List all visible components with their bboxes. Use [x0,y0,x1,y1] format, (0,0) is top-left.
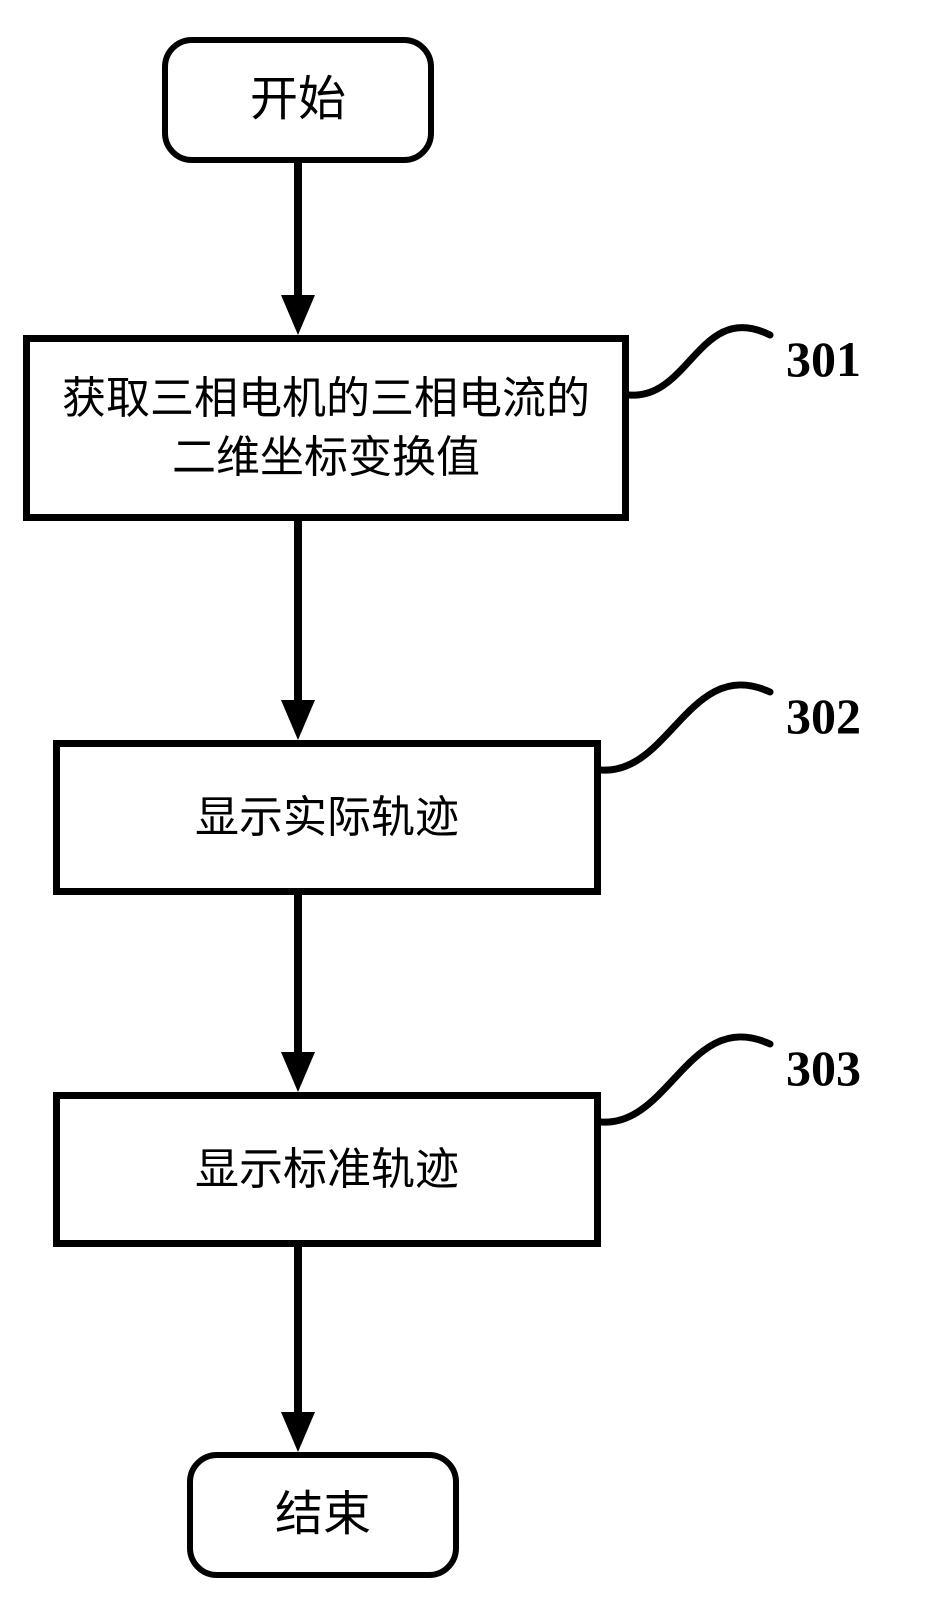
flowchart-node-step-302: 显示实际轨迹 [53,740,601,895]
callout-label-302: 302 [786,687,861,745]
node-label: 获取三相电机的三相电流的二维坐标变换值 [50,369,602,488]
flowchart-node-step-301: 获取三相电机的三相电流的二维坐标变换值 [23,335,629,521]
node-label: 结束 [275,1483,371,1548]
callout-label-303: 303 [786,1039,861,1097]
flowchart-node-end: 结束 [187,1452,459,1578]
flowchart-node-start: 开始 [162,37,434,163]
flowchart-node-step-303: 显示标准轨迹 [53,1092,601,1247]
callout-label-301: 301 [786,330,861,388]
edge-303-to-end [281,1247,315,1452]
node-label: 开始 [250,68,346,133]
edge-301-to-302 [281,521,315,740]
edge-302-to-303 [281,895,315,1092]
node-label: 显示实际轨迹 [195,788,459,847]
callout-curve-303 [601,1037,770,1122]
callout-curve-302 [601,685,770,770]
callout-curve-301 [629,328,770,396]
flowchart-canvas: 开始 获取三相电机的三相电流的二维坐标变换值 显示实际轨迹 显示标准轨迹 结束 … [0,0,947,1612]
node-label: 显示标准轨迹 [195,1140,459,1199]
edge-start-to-301 [281,163,315,335]
